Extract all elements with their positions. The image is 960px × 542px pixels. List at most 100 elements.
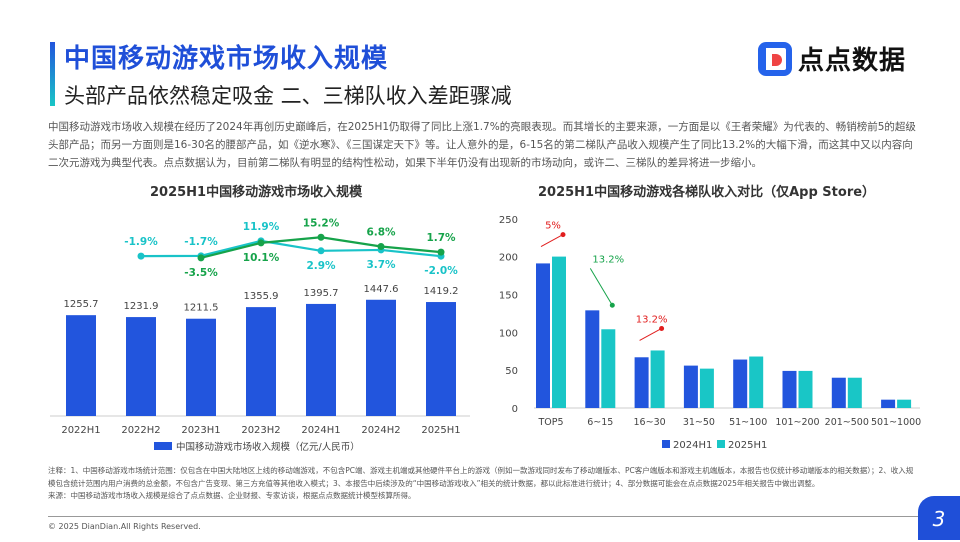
bar-value-label: 1395.7 <box>304 288 339 299</box>
bar <box>798 370 813 408</box>
y-tick-label: 0 <box>512 404 518 415</box>
bar <box>186 318 216 416</box>
x-tick-label: 2024H2 <box>361 425 400 436</box>
line-value-label: -1.9% <box>124 236 158 248</box>
x-tick-label: 51~100 <box>729 417 767 428</box>
bar <box>306 303 336 416</box>
trend-arrow <box>540 234 564 248</box>
line-point <box>197 254 205 262</box>
x-tick-label: 101~200 <box>775 417 819 428</box>
page-number: 3 <box>918 496 960 540</box>
bar <box>699 368 714 408</box>
trend-annotation: 13.2% <box>636 314 668 325</box>
bar <box>585 310 600 408</box>
bar <box>733 359 748 408</box>
bar <box>366 299 396 416</box>
y-tick-label: 50 <box>505 366 518 377</box>
trend-arrow-head <box>560 232 566 238</box>
bar-value-label: 1447.6 <box>364 284 399 295</box>
x-tick-label: TOP5 <box>537 417 563 428</box>
bar <box>749 356 764 408</box>
x-tick-label: 2023H2 <box>241 425 280 436</box>
trend-annotation: 5% <box>545 221 561 232</box>
legend-label: 中国移动游戏市场收入规模（亿元/人民币） <box>176 441 360 453</box>
bar <box>782 370 797 408</box>
bar <box>881 399 896 408</box>
x-tick-label: 2024H1 <box>301 425 340 436</box>
legend-swatch <box>154 442 172 450</box>
bar <box>426 302 456 416</box>
copyright: © 2025 DianDian.All Rights Reserved. <box>48 522 201 531</box>
bar <box>246 307 276 416</box>
x-tick-label: 16~30 <box>634 417 666 428</box>
trend-annotation: 13.2% <box>592 254 624 265</box>
trend-arrow-head <box>659 325 665 331</box>
line-point <box>137 252 145 260</box>
bar <box>847 377 862 408</box>
line-value-label: 1.7% <box>426 232 456 244</box>
trend-arrow-head <box>609 302 615 308</box>
market-revenue-chart: 1255.7 2022H1 1231.9 2022H2 1211.5 2023H1 1355… <box>50 217 470 453</box>
line-value-label: -1.7% <box>184 236 218 248</box>
line-point <box>317 233 325 241</box>
bar <box>601 329 616 408</box>
line-value-label: 11.9% <box>243 221 280 233</box>
line-point <box>377 243 385 251</box>
x-tick-label: 2023H1 <box>181 425 220 436</box>
line-value-label: 3.7% <box>366 259 396 271</box>
line-value-label: 15.2% <box>303 217 340 229</box>
page-title: 中国移动游戏市场收入规模 <box>64 44 389 74</box>
bar-value-label: 1231.9 <box>124 301 159 312</box>
y-tick-label: 100 <box>499 328 518 339</box>
bar-value-label: 1211.5 <box>184 303 219 314</box>
bar-value-label: 1419.2 <box>424 286 459 297</box>
y-tick-label: 150 <box>499 290 518 301</box>
bar <box>66 315 96 416</box>
bar <box>552 256 566 408</box>
line-value-label: 2.9% <box>306 260 336 272</box>
source-text: 来源：中国移动游戏市场收入规模是综合了点点数据、企业财报、专家访谈，根据点点数据… <box>48 491 416 500</box>
bar <box>897 399 912 408</box>
x-tick-label: 201~500 <box>825 417 869 428</box>
bar <box>126 317 156 416</box>
legend-swatch <box>717 440 725 448</box>
left-chart-title: 2025H1中国移动游戏市场收入规模 <box>150 185 363 200</box>
logo-icon <box>758 41 792 76</box>
summary-paragraph: 中国移动游戏市场收入规模在经历了2024年再创历史巅峰后，在2025H1仍取得了… <box>48 121 916 169</box>
trend-arrow <box>639 328 662 341</box>
legend-label: 2025H1 <box>728 440 767 451</box>
x-tick-label: 2022H1 <box>61 425 100 436</box>
x-tick-label: 6~15 <box>587 417 613 428</box>
footnotes: 注释：1、中国移动游戏市场统计范围：仅包含在中国大陆地区上线的移动端游戏，不包含… <box>48 465 918 503</box>
line-point <box>257 239 265 247</box>
y-tick-label: 250 <box>499 215 518 226</box>
growth-line <box>140 239 442 258</box>
x-tick-label: 2025H1 <box>421 425 460 436</box>
bar <box>634 357 649 408</box>
note-text: 注释：1、中国移动游戏市场统计范围：仅包含在中国大陆地区上线的移动端游戏，不包含… <box>48 466 914 488</box>
x-tick-label: 31~50 <box>683 417 715 428</box>
line-point <box>317 247 325 255</box>
brand-logo: 点点数据 <box>758 40 906 77</box>
right-chart-title: 2025H1中国移动游戏各梯队收入对比（仅App Store） <box>538 185 876 200</box>
line-point <box>437 248 445 256</box>
x-tick-label: 2022H2 <box>121 425 160 436</box>
bar-value-label: 1255.7 <box>64 299 99 310</box>
y-tick-label: 200 <box>499 253 518 264</box>
footer-divider <box>48 516 918 517</box>
legend-swatch <box>662 440 670 448</box>
page-subtitle: 头部产品依然稳定吸金 二、三梯队收入差距骤减 <box>64 84 512 108</box>
tier-revenue-chart: 0 50 100 150 200 250 TOP5 6~15 16~30 31~50 51~100 1… <box>499 215 921 451</box>
line-value-label: 10.1% <box>243 252 280 264</box>
bar <box>650 350 665 408</box>
legend-label: 2024H1 <box>673 440 712 451</box>
line-value-label: 6.8% <box>366 227 396 239</box>
bar <box>683 365 698 408</box>
bar <box>831 377 846 408</box>
line-value-label: -2.0% <box>424 265 458 277</box>
bar-value-label: 1355.9 <box>244 291 279 302</box>
trend-arrow <box>589 268 613 306</box>
logo-text: 点点数据 <box>798 46 907 76</box>
line-value-label: -3.5% <box>184 267 218 279</box>
bar <box>536 263 550 408</box>
